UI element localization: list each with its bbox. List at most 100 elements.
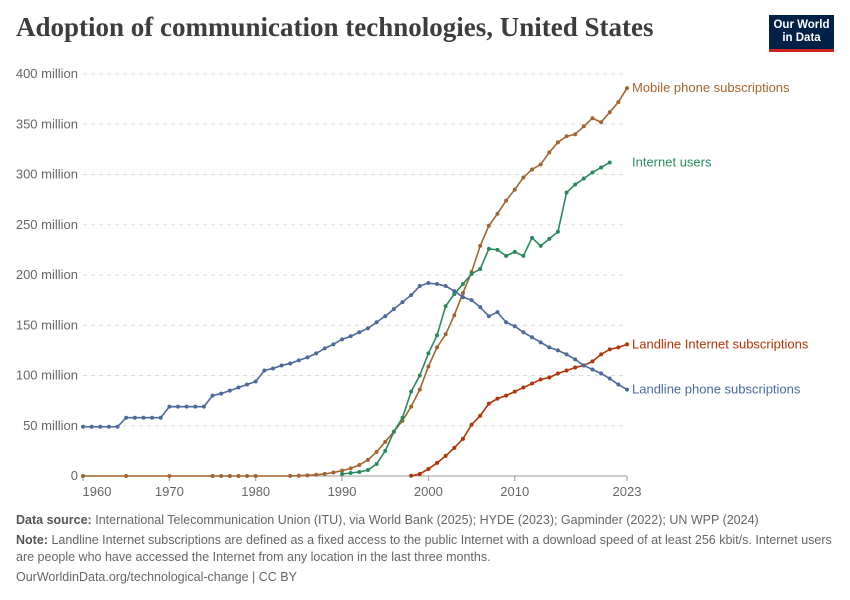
data-point — [253, 379, 258, 384]
data-point — [547, 375, 552, 380]
data-point — [573, 357, 578, 362]
data-point — [590, 367, 595, 372]
data-point — [512, 324, 517, 329]
data-point — [452, 445, 457, 450]
data-point — [625, 387, 629, 392]
data-point — [607, 347, 612, 352]
data-point — [184, 404, 189, 409]
y-tick-label: 100 million — [16, 368, 78, 383]
data-point — [417, 373, 422, 378]
data-point — [357, 469, 362, 474]
data-point — [599, 371, 604, 376]
data-point — [314, 472, 319, 477]
data-point — [81, 474, 85, 478]
data-point — [564, 368, 569, 373]
data-point — [227, 474, 232, 478]
source: Data source: International Telecommunica… — [16, 512, 836, 529]
data-point — [573, 132, 578, 137]
y-tick-label: 350 million — [16, 116, 78, 131]
data-point — [383, 448, 388, 453]
data-point — [219, 474, 224, 478]
data-point — [504, 253, 509, 258]
data-point — [115, 424, 120, 429]
note-text: Landline Internet subscriptions are defi… — [16, 533, 832, 564]
data-point — [331, 342, 336, 347]
data-point — [478, 305, 483, 310]
data-point — [391, 429, 396, 434]
data-point — [547, 150, 552, 155]
data-point — [530, 235, 535, 240]
data-point — [322, 471, 327, 476]
source-label: Data source: — [16, 513, 92, 527]
data-point — [340, 468, 345, 473]
data-point — [616, 382, 621, 387]
data-point — [132, 415, 137, 420]
series-line — [410, 343, 628, 477]
data-point — [555, 348, 560, 353]
x-tick-label: 1990 — [328, 484, 357, 499]
data-point — [504, 198, 509, 203]
data-point — [426, 351, 431, 356]
data-point — [452, 289, 457, 294]
data-point — [305, 473, 310, 478]
data-point — [564, 134, 569, 139]
data-point — [236, 385, 241, 390]
data-point — [106, 424, 111, 429]
data-point — [616, 345, 621, 350]
data-point — [625, 342, 629, 347]
data-point — [296, 473, 301, 478]
data-point — [435, 345, 440, 350]
data-point — [348, 470, 353, 475]
data-point — [590, 359, 595, 364]
series-label: Internet users — [632, 154, 712, 169]
logo[interactable]: Our World in Data — [769, 15, 834, 52]
data-point — [590, 170, 595, 175]
data-point — [443, 284, 448, 289]
data-point — [443, 304, 448, 309]
data-point — [236, 474, 241, 478]
data-point — [478, 243, 483, 248]
data-point — [443, 453, 448, 458]
data-point — [124, 474, 129, 478]
data-point — [521, 253, 526, 258]
data-point — [581, 176, 586, 181]
data-point — [512, 187, 517, 192]
data-point — [478, 413, 483, 418]
data-point — [210, 474, 215, 478]
data-point — [417, 387, 422, 392]
data-point — [530, 167, 535, 172]
data-point — [469, 271, 474, 276]
data-point — [417, 471, 422, 476]
data-point — [607, 376, 612, 381]
footer: Data source: International Telecommunica… — [16, 512, 836, 589]
y-tick-label: 0 — [71, 468, 78, 483]
data-point — [400, 300, 405, 305]
data-point — [469, 298, 474, 303]
data-point — [469, 422, 474, 427]
data-point — [245, 474, 250, 478]
data-point — [279, 363, 284, 368]
data-point — [288, 361, 293, 366]
series-line — [341, 161, 611, 475]
data-point — [530, 335, 535, 340]
data-point — [417, 284, 422, 289]
data-point — [538, 340, 543, 345]
data-point — [175, 404, 180, 409]
data-point — [365, 457, 370, 462]
data-point — [348, 334, 353, 339]
data-point — [486, 223, 491, 228]
data-point — [573, 365, 578, 370]
data-point — [124, 415, 129, 420]
series-label: Landline Internet subscriptions — [632, 336, 809, 351]
data-point — [599, 120, 604, 125]
data-point — [564, 352, 569, 357]
data-point — [460, 295, 465, 300]
chart: 0 50 million 100 million 150 million 200 mil… — [16, 66, 809, 499]
data-point — [365, 467, 370, 472]
data-point — [435, 460, 440, 465]
data-point — [495, 310, 500, 315]
note-label: Note: — [16, 533, 48, 547]
data-point — [452, 313, 457, 318]
data-point — [504, 393, 509, 398]
